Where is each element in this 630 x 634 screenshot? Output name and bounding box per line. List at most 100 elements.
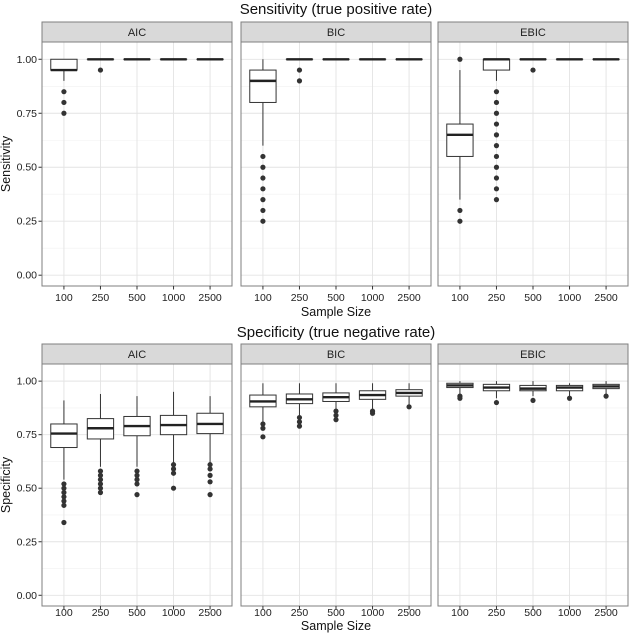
facet-0-ebic: EBIC 100 250 500 1000 2500 xyxy=(437,21,629,304)
facet-0-aic: AIC 100 250 500 1000 2500 xyxy=(41,21,233,304)
facet-strip-label-0-0: AIC xyxy=(128,27,146,39)
box-1-1-2 xyxy=(322,383,350,423)
outlier-point-0-0-0-0 xyxy=(61,89,67,95)
outlier-point-0-1-1-1 xyxy=(296,78,303,84)
outlier-point-0-2-0-2 xyxy=(457,218,463,224)
facet-strip-label-1-1: BIC xyxy=(327,349,345,361)
box-0-2-1 xyxy=(482,58,511,203)
x-tick-label-1-0-2: 500 xyxy=(128,607,146,619)
x-tick-label-1-0-0: 100 xyxy=(55,607,73,619)
x-tick-label-1-0-1: 250 xyxy=(92,607,110,619)
outlier-point-1-0-1-3 xyxy=(97,481,104,487)
x-tick-label-0-1-2: 500 xyxy=(327,292,345,304)
y-tick-label-1-2: 0.50 xyxy=(17,483,38,495)
box-body-0-2-0 xyxy=(446,123,474,157)
outlier-point-0-2-1-1 xyxy=(493,99,500,106)
outlier-point-1-0-1-1 xyxy=(97,472,104,478)
x-axis-label-0: Sample Size xyxy=(301,305,371,319)
x-tick-label-1-0-4: 2500 xyxy=(198,607,222,619)
x-tick-label-0-2-1: 250 xyxy=(488,292,506,304)
outlier-point-1-0-0-3 xyxy=(61,494,67,500)
outlier-point-1-1-2-1 xyxy=(333,412,339,418)
x-tick-label-0-1-4: 2500 xyxy=(397,292,421,304)
x-tick-label-1-0-3: 1000 xyxy=(162,607,186,619)
box-1-0-0 xyxy=(50,400,78,526)
outlier-point-1-2-0-1 xyxy=(457,395,463,401)
outlier-point-0-1-0-1 xyxy=(260,164,266,170)
outlier-point-0-2-1-8 xyxy=(493,175,500,181)
outlier-point-0-2-1-10 xyxy=(493,197,500,203)
chart-title-0: Sensitivity (true positive rate) xyxy=(240,1,433,18)
box-0-1-1 xyxy=(285,58,314,84)
outlier-point-0-0-1-0 xyxy=(97,67,104,73)
outlier-point-1-1-4-0 xyxy=(406,404,412,410)
outlier-point-1-1-0-2 xyxy=(260,434,266,440)
outlier-point-0-2-1-3 xyxy=(493,121,500,127)
y-tick-label-1-0: 0.00 xyxy=(17,590,38,602)
x-tick-label-1-2-0: 100 xyxy=(451,607,469,619)
outlier-point-1-0-4-3 xyxy=(207,479,213,485)
box-1-1-3 xyxy=(358,383,387,416)
x-tick-label-1-2-2: 500 xyxy=(524,607,542,619)
x-tick-label-0-2-0: 100 xyxy=(451,292,469,304)
x-tick-label-0-1-0: 100 xyxy=(254,292,272,304)
box-body-0-1-0 xyxy=(249,69,277,103)
outlier-point-1-1-1-0 xyxy=(296,414,303,421)
outlier-point-1-0-2-1 xyxy=(134,472,140,478)
x-tick-label-0-2-4: 2500 xyxy=(594,292,618,304)
box-1-0-3 xyxy=(159,391,188,491)
outlier-point-1-0-3-1 xyxy=(170,466,177,472)
outlier-point-1-2-1-0 xyxy=(493,399,500,406)
box-1-2-3 xyxy=(555,383,584,401)
outlier-point-1-0-1-4 xyxy=(97,485,104,491)
box-1-2-0 xyxy=(446,381,474,401)
x-tick-label-1-2-4: 2500 xyxy=(594,607,618,619)
outlier-point-1-0-0-4 xyxy=(61,498,67,504)
x-tick-label-1-2-3: 1000 xyxy=(558,607,582,619)
outlier-point-1-0-0-1 xyxy=(61,485,67,491)
y-tick-label-0-1: 0.25 xyxy=(17,216,38,228)
box-0-2-2 xyxy=(519,58,547,73)
outlier-point-1-0-0-5 xyxy=(61,502,67,508)
outlier-point-1-2-2-0 xyxy=(530,397,536,404)
box-body-0-0-0 xyxy=(50,58,78,71)
x-tick-label-1-1-2: 500 xyxy=(327,607,345,619)
outlier-point-0-2-1-0 xyxy=(493,89,500,95)
x-tick-label-1-1-0: 100 xyxy=(254,607,272,619)
x-tick-label-0-0-2: 500 xyxy=(128,292,146,304)
y-axis-label-1: Specificity xyxy=(0,456,13,513)
outlier-point-1-0-0-0 xyxy=(61,481,67,487)
outlier-point-1-0-0-2 xyxy=(61,489,67,496)
box-1-2-1 xyxy=(482,381,511,406)
outlier-point-0-1-0-2 xyxy=(260,175,266,181)
box-1-2-4 xyxy=(592,381,620,399)
x-tick-label-0-0-4: 2500 xyxy=(198,292,222,304)
facet-strip-label-0-2: EBIC xyxy=(520,27,546,39)
outlier-point-1-1-3-1 xyxy=(369,410,376,416)
facet-0-bic: BIC 100 250 500 1000 2500 xyxy=(240,21,432,304)
y-tick-label-0-0: 0.00 xyxy=(17,270,38,282)
outlier-point-0-2-1-4 xyxy=(493,132,500,138)
x-tick-label-0-0-0: 100 xyxy=(55,292,73,304)
y-tick-label-0-4: 1.00 xyxy=(17,54,38,66)
x-tick-label-1-1-3: 1000 xyxy=(361,607,385,619)
box-body-1-0-0 xyxy=(50,423,78,449)
outlier-point-1-0-2-2 xyxy=(134,477,140,483)
x-tick-label-0-1-1: 250 xyxy=(291,292,309,304)
outlier-point-0-2-0-0 xyxy=(457,56,463,62)
outlier-point-0-1-0-5 xyxy=(260,207,266,214)
outlier-point-1-0-0-6 xyxy=(61,519,67,526)
outlier-point-1-1-0-0 xyxy=(260,421,266,427)
outlier-point-1-0-2-3 xyxy=(134,481,140,487)
outlier-point-1-1-2-0 xyxy=(333,408,339,414)
x-tick-label-0-0-3: 1000 xyxy=(162,292,186,304)
outlier-point-1-1-1-2 xyxy=(296,423,303,429)
outlier-point-1-2-3-0 xyxy=(566,395,573,401)
outlier-point-1-0-1-5 xyxy=(97,489,104,496)
outlier-point-0-1-0-0 xyxy=(260,153,266,160)
outlier-point-1-0-4-1 xyxy=(207,466,213,472)
box-0-2-0 xyxy=(446,56,474,224)
outlier-point-0-2-0-1 xyxy=(457,207,463,214)
y-tick-label-1-3: 0.75 xyxy=(17,429,38,441)
x-tick-label-0-1-3: 1000 xyxy=(361,292,385,304)
